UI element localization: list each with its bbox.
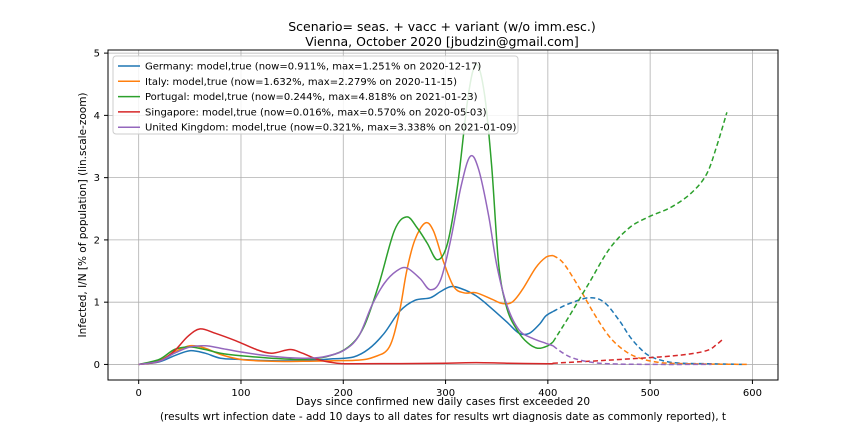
legend-label-germany: Germany: model,true (now=0.911%, max=1.2… [145,62,481,73]
series-line-united-kingdom [138,154,554,366]
y-tick-label: 1 [94,298,100,309]
y-tick-label: 5 [94,49,100,60]
x-tick-labels: 0 100 200 300 400 500 600 [135,380,762,399]
series-projection-united-kingdom [552,345,712,366]
legend-label-italy: Italy: model,true (now=1.632%, max=2.279… [145,77,457,88]
x-axis-label-line1: Days since confirmed new daily cases fir… [296,396,590,408]
series-line-italy [138,221,554,366]
series-projection-italy [552,254,748,366]
series-lines [138,63,748,366]
x-axis-label-line2: (results wrt infection date - add 10 day… [160,411,726,423]
legend-label-portugal: Portugal: model,true (now=0.244%, max=4.… [145,92,478,103]
x-tick-label: 300 [436,388,455,399]
y-tick-label: 4 [94,111,100,122]
y-tick-label: 3 [94,173,100,184]
legend-box [112,55,519,135]
series-line-portugal [138,63,554,366]
x-tick-label: 100 [231,388,250,399]
y-tick-labels: 0 1 2 3 4 5 [94,49,108,371]
x-tick-label: 600 [743,388,762,399]
x-tick-label: 500 [641,388,660,399]
series-projection-portugal [552,112,728,343]
x-tick-label: 400 [538,388,557,399]
chart-title: Scenario= seas. + vacc + variant (w/o im… [288,19,596,34]
legend-label-united-kingdom: United Kingdom: model,true (now=0.321%, … [145,123,516,134]
series-line-singapore [138,328,554,366]
plot-frame [107,49,779,381]
series-projection-germany [552,296,743,366]
y-axis-label: Infected, I/N [% of population] (lin.sca… [77,92,89,337]
x-tick-label: 0 [135,388,141,399]
legend: Germany: model,true (now=0.911%, max=1.2… [112,55,519,135]
legend-label-singapore: Singapore: model,true (now=0.016%, max=0… [145,107,487,118]
x-tick-label: 200 [334,388,353,399]
y-tick-label: 0 [94,360,100,371]
chart-subtitle: Vienna, October 2020 [jbudzin@gmail.com] [305,34,579,49]
y-tick-label: 2 [94,235,100,246]
series-projection-singapore [552,337,725,364]
